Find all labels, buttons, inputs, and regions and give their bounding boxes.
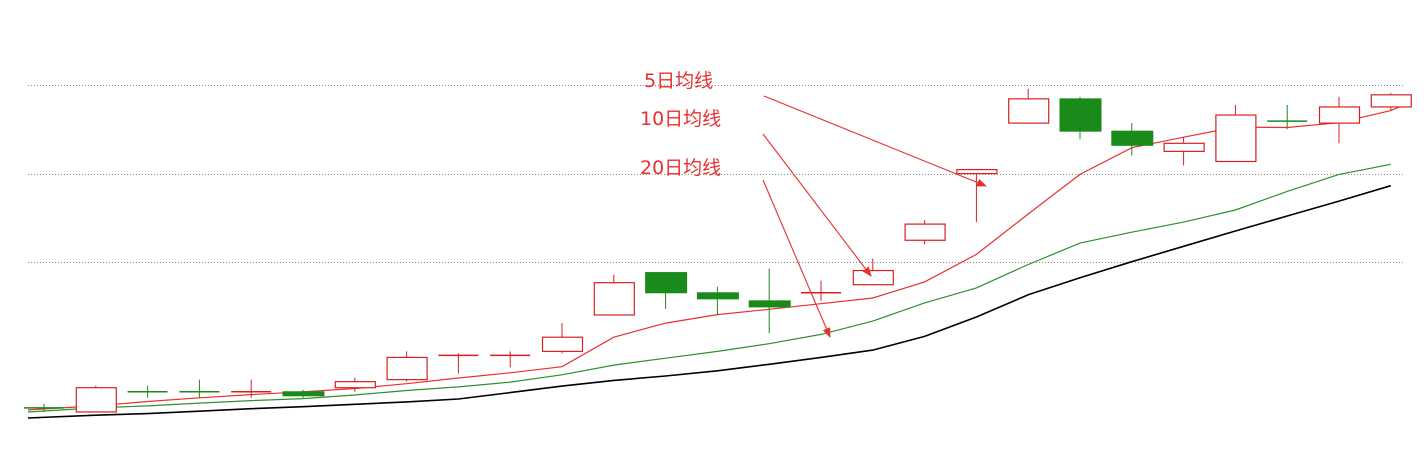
candles <box>24 88 1412 413</box>
candle-body <box>904 223 946 241</box>
candle <box>127 385 168 398</box>
candle <box>1059 96 1102 140</box>
candle <box>1008 88 1050 124</box>
candle <box>541 323 584 354</box>
annotation-ma5-label: 5日均线 <box>644 70 713 92</box>
candle-body <box>386 356 428 381</box>
candle-body <box>748 300 791 308</box>
candle <box>75 385 117 413</box>
candle-body <box>541 336 584 352</box>
grid-lines <box>28 85 1404 263</box>
candle-body <box>1111 130 1154 146</box>
candle <box>904 220 946 245</box>
candle-body <box>282 391 325 397</box>
annotations: 5日均线 10日均线 20日均线 <box>640 70 987 338</box>
candle <box>438 353 479 374</box>
candle-body <box>334 381 376 389</box>
candle <box>231 379 272 398</box>
candle-body <box>1163 142 1205 152</box>
annotation-ma20-label: 20日均线 <box>640 157 721 179</box>
candle-body <box>956 168 998 175</box>
candle <box>334 377 376 392</box>
candle <box>24 403 64 412</box>
annotation-ma10-label: 10日均线 <box>640 108 721 130</box>
candle-body <box>1370 94 1412 108</box>
candle <box>1111 123 1154 156</box>
candle-body <box>696 292 739 300</box>
candle <box>1267 104 1308 130</box>
candle <box>179 379 220 398</box>
candle-body <box>852 269 894 286</box>
candle <box>696 286 739 315</box>
candle <box>282 389 325 398</box>
candle-body <box>1215 114 1257 163</box>
candle <box>1163 137 1205 166</box>
candle <box>748 268 791 334</box>
candle-body <box>75 387 117 413</box>
annotation-ma20-arrow <box>762 179 831 338</box>
candle-body <box>645 272 688 294</box>
candle <box>801 280 841 301</box>
candle <box>1215 104 1257 163</box>
candle-body <box>1059 98 1102 132</box>
candle <box>956 168 998 223</box>
candle <box>1318 96 1361 144</box>
moving-average-lines <box>27 104 1405 419</box>
candle <box>386 351 428 382</box>
annotation-ma5-arrow <box>763 95 987 187</box>
candle <box>645 272 688 309</box>
annotation-ma10-arrow <box>762 133 872 277</box>
candle-body <box>593 282 635 316</box>
ma20-line <box>27 184 1392 419</box>
candle <box>593 274 635 316</box>
candle-body <box>1318 106 1361 124</box>
candle <box>1370 92 1412 111</box>
ma10-line <box>27 163 1391 413</box>
candle <box>490 351 531 368</box>
ma5-line <box>27 104 1405 411</box>
candle-body <box>1008 98 1050 124</box>
